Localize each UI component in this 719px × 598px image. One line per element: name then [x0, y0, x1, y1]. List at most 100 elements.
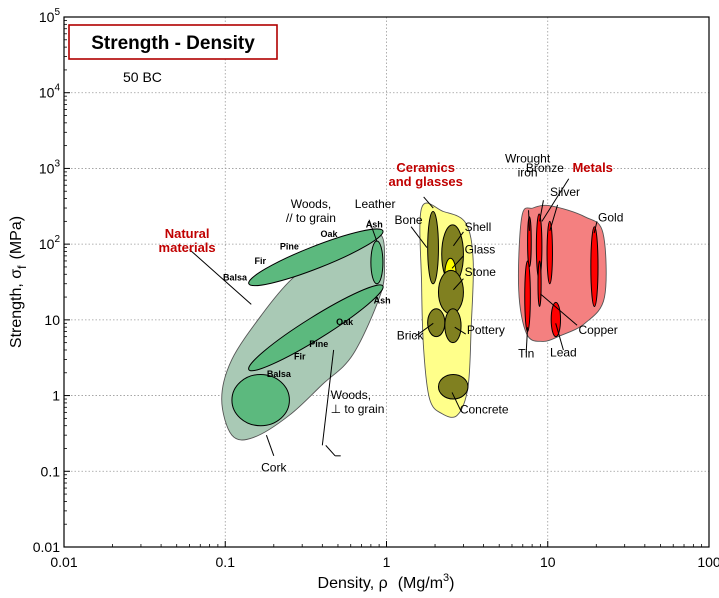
leader-woods-perpendicular	[321, 349, 335, 446]
label-wood-parallel-balsa-line: Balsa	[223, 273, 248, 283]
leader-glass	[451, 255, 464, 269]
label-natural-materials: Natural materials	[159, 226, 216, 255]
leader-natural-materials	[189, 249, 252, 305]
y-tick-label: 104	[39, 83, 61, 101]
leader-bronze	[539, 200, 544, 222]
label-wood-parallel-oak-line: Oak	[320, 229, 338, 239]
y-tick-label: 0.01	[33, 539, 60, 555]
x-tick-label: 0.01	[50, 554, 77, 570]
label-woods-to-grain-line: Woods,	[331, 388, 371, 402]
y-tick-exponent: 2	[54, 234, 60, 245]
leader-silver	[549, 204, 559, 231]
label-metals: Metals	[572, 160, 612, 175]
x-tick-label: 1	[383, 554, 391, 570]
label-copper: Copper	[578, 323, 617, 337]
label-wood-perpendicular-ash-line: Ash	[374, 295, 391, 305]
leader-wrought-iron	[528, 210, 530, 231]
x-axis-label-unit-exponent: 3	[443, 572, 449, 584]
label-gold: Gold	[598, 210, 623, 224]
leader-concrete	[451, 392, 462, 412]
label-glass: Glass	[465, 243, 496, 257]
leader-gold	[593, 221, 598, 234]
label-wood-parallel-balsa: Balsa	[223, 273, 248, 283]
bubble-leather	[370, 240, 384, 285]
leader-leather	[368, 219, 378, 242]
label-woods-to-grain: Woods,// to grain	[286, 197, 336, 225]
label-wood-parallel-oak: Oak	[320, 229, 338, 239]
label-bronze-line: Bronze	[526, 161, 564, 175]
label-wood-perpendicular-oak: Oak	[336, 317, 354, 327]
label-wood-parallel-ash: Ash	[366, 220, 383, 230]
y-axis-label-unit: (MPa)	[8, 216, 25, 260]
label-concrete-line: Concrete	[460, 402, 509, 416]
bubble-brick	[427, 308, 446, 338]
x-axis-ticks: 0.01 0.1 1 10 100	[50, 541, 719, 570]
bubble-cork	[231, 373, 290, 427]
leader-bone	[410, 226, 428, 248]
bubble-concrete	[437, 373, 469, 400]
title-box	[68, 24, 278, 60]
bubble-woods-to-grain	[248, 284, 384, 372]
label-pottery: Pottery	[467, 323, 505, 337]
label-bronze: Bronze	[526, 161, 564, 175]
label-wood-perpendicular-fir: Fir	[294, 351, 306, 361]
y-axis-label-text: Strength, σ	[8, 269, 25, 348]
material-bubbles	[231, 210, 599, 427]
label-woods-to-grain-line: Woods,	[291, 197, 331, 211]
bubble-gold	[590, 226, 599, 308]
label-gold-line: Gold	[598, 210, 623, 224]
leader-lead	[555, 323, 564, 351]
y-tick-label: 105	[39, 7, 61, 25]
label-wood-parallel-ash-line: Ash	[366, 220, 383, 230]
bubble-tin	[524, 260, 531, 333]
label-shell-line: Shell	[465, 220, 492, 234]
leader-stone	[453, 278, 464, 291]
material-labels: Natural materials Ceramics and glasses Metal…	[159, 151, 624, 474]
label-concrete: Concrete	[460, 402, 509, 416]
x-axis-label-text: Density, ρ	[318, 575, 388, 592]
label-metals-line: Metals	[572, 160, 612, 175]
label-wood-perpendicular-fir-line: Fir	[294, 351, 306, 361]
x-tick-label: 0.1	[216, 554, 236, 570]
label-stone: Stone	[465, 265, 497, 279]
y-tick-label: 103	[39, 158, 61, 176]
bubble-stone	[437, 269, 464, 315]
label-natural-materials-line: Natural	[165, 226, 210, 241]
label-wood-perpendicular-balsa-line: Balsa	[267, 369, 292, 379]
y-axis-label-subscript: f	[15, 265, 29, 269]
leader-woods-perpendicular-tail	[325, 445, 336, 457]
label-lead: Lead	[550, 345, 577, 359]
label-silver-line: Silver	[550, 185, 580, 199]
leader-copper	[540, 293, 578, 326]
label-brick-line: Brick	[397, 329, 425, 343]
y-tick-base: 10	[39, 85, 55, 101]
label-shell: Shell	[465, 220, 492, 234]
label-natural-materials-line: materials	[159, 240, 216, 255]
y-axis-label: Strength, σf (MPa)	[8, 216, 29, 348]
plot-frame	[63, 16, 710, 548]
y-tick-label: 10	[44, 312, 60, 328]
chart-subtitle: 50 BC	[123, 69, 162, 85]
x-axis-label: Density, ρ (Mg/m3)	[318, 572, 455, 592]
leader-ceramics-and-glasses	[423, 196, 434, 209]
label-bone-line: Bone	[395, 213, 423, 227]
y-tick-base: 10	[39, 160, 55, 176]
label-wrought-iron-line: iron	[518, 165, 538, 179]
y-tick-exponent: 3	[54, 158, 60, 169]
label-woods-to-grain-line: // to grain	[286, 211, 336, 225]
bubble-silver	[546, 220, 553, 285]
label-wood-parallel-fir: Fir	[255, 256, 267, 266]
label-wood-perpendicular-oak-line: Oak	[336, 317, 354, 327]
label-woods-to-grain-line: ⊥ to grain	[331, 402, 385, 416]
leader-lines	[189, 178, 598, 457]
y-tick-exponent: 4	[54, 83, 60, 94]
leader-shell	[453, 231, 464, 247]
leader-brick	[414, 322, 434, 338]
leader-metals	[541, 178, 570, 222]
label-stone-line: Stone	[465, 265, 497, 279]
x-axis-label-unit: (Mg/m	[398, 575, 443, 592]
label-leather: Leather	[355, 197, 396, 211]
x-tick-label: 100	[697, 554, 719, 570]
grid-lines	[63, 16, 710, 548]
